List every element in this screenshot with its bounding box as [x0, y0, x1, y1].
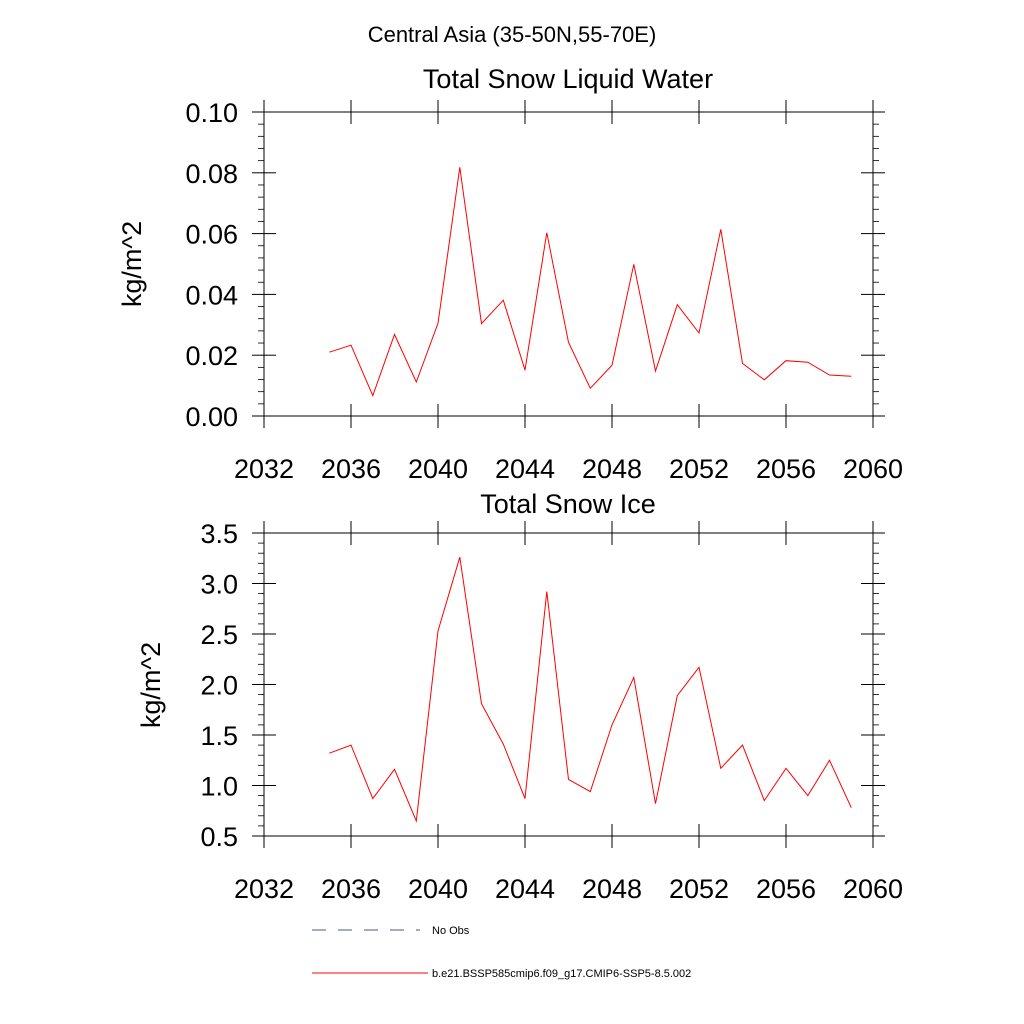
y-tick-label: 1.5: [200, 721, 238, 751]
y-tick-label: 0.5: [200, 822, 238, 852]
x-tick-label: 2036: [321, 874, 381, 904]
y-axis-label: kg/m^2: [136, 642, 166, 728]
y-tick-label: 1.0: [200, 772, 238, 802]
axis-ticks: 2032 2036 2040 2044 2048 2052 2056 2060 0.5 1.0 1.…: [200, 519, 903, 904]
axis-ticks: 2032 2036 2040 2044 2048 2052 2056 2060 0.00 0.02…: [185, 98, 903, 484]
x-tick-label: 2056: [756, 874, 816, 904]
x-tick-label: 2052: [669, 454, 729, 484]
y-tick-label: 2.0: [200, 671, 238, 701]
y-tick-label: 0.02: [185, 341, 238, 371]
x-tick-label: 2036: [321, 454, 381, 484]
series-line: [329, 167, 852, 397]
y-tick-label: 3.5: [200, 519, 238, 549]
x-tick-label: 2048: [582, 874, 642, 904]
x-tick-label: 2040: [408, 454, 468, 484]
panel-title: Total Snow Liquid Water: [423, 64, 713, 94]
x-tick-label: 2060: [843, 454, 903, 484]
series-group: [329, 167, 852, 397]
x-tick-label: 2048: [582, 454, 642, 484]
x-tick-label: 2060: [843, 874, 903, 904]
series-line: [329, 557, 852, 823]
y-tick-label: 0.04: [185, 280, 238, 310]
y-tick-label: 3.0: [200, 570, 238, 600]
x-tick-label: 2032: [234, 454, 294, 484]
y-tick-label: 0.00: [185, 402, 238, 432]
x-tick-label: 2044: [495, 874, 555, 904]
super-title: Central Asia (35-50N,55-70E): [368, 22, 657, 47]
plot-frame: [263, 532, 874, 837]
panel-title: Total Snow Ice: [480, 489, 656, 519]
y-tick-label: 0.10: [185, 98, 238, 128]
x-tick-label: 2040: [408, 874, 468, 904]
x-tick-label: 2032: [234, 874, 294, 904]
x-tick-label: 2056: [756, 454, 816, 484]
y-tick-label: 2.5: [200, 620, 238, 650]
panel-total-snow-ice: Total Snow Ice kg/m^2 2032 2036 2040 2044 20…: [136, 489, 903, 904]
y-tick-label: 0.08: [185, 159, 238, 189]
legend-label-model: b.e21.BSSP585cmip6.f09_g17.CMIP6-SSP5-8.…: [432, 968, 691, 980]
y-tick-label: 0.06: [185, 220, 238, 250]
legend: No Obs b.e21.BSSP585cmip6.f09_g17.CMIP6-…: [312, 925, 691, 980]
panel-total-snow-liquid-water: Total Snow Liquid Water kg/m^2 2032 2036 2…: [117, 64, 903, 484]
y-axis-label: kg/m^2: [117, 221, 147, 307]
series-group: [329, 557, 852, 823]
legend-label-no-obs: No Obs: [432, 925, 470, 937]
x-tick-label: 2044: [495, 454, 555, 484]
plot-frame: [263, 111, 874, 417]
x-tick-label: 2052: [669, 874, 729, 904]
